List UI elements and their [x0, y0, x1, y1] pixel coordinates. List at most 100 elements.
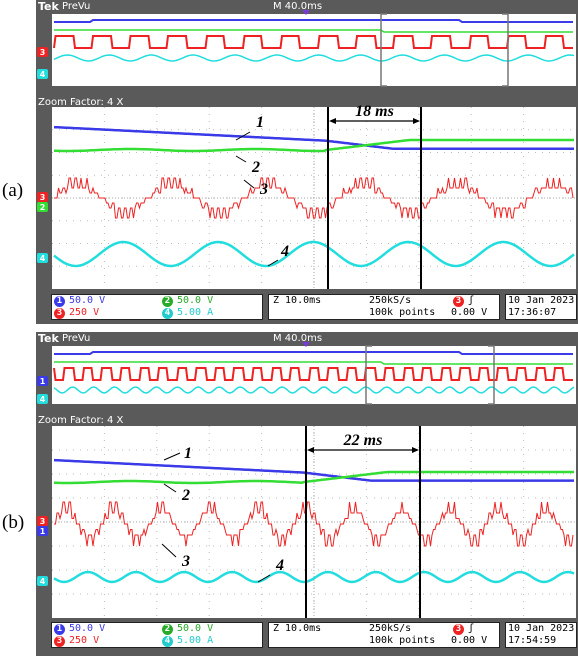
- datetime-box: 10 Jan 2023 17:36:07: [505, 294, 577, 320]
- record-length: 100k points: [369, 635, 436, 646]
- ch4-scale: 5.00 A: [177, 635, 214, 646]
- trigger-position-marker: [302, 10, 310, 15]
- ch1-badge: 1: [54, 296, 65, 307]
- channel-marker-label: 1: [40, 527, 46, 536]
- ch4-preview: [53, 54, 575, 62]
- channel-marker-label: 1: [40, 377, 46, 386]
- ch3-preview: [53, 367, 573, 381]
- main-timebase: M 40.0ms: [273, 1, 323, 12]
- ch4-trace: [53, 570, 575, 584]
- trace-label-leader: [163, 483, 177, 493]
- interval-label: 18 ms: [355, 103, 394, 120]
- sample-rate: 250kS/s: [369, 623, 412, 634]
- trigger-position-marker: [302, 342, 310, 347]
- prevu-label: PreVu: [62, 1, 91, 12]
- ch3-badge: 3: [54, 636, 65, 647]
- trace-label-leader: [267, 259, 279, 267]
- trace-label-leader: [235, 131, 251, 141]
- channel-marker-label: 3: [40, 48, 46, 57]
- zoom-time: Z 10.0ms: [273, 623, 322, 634]
- ch2-trace: [54, 470, 574, 485]
- ch4-scale: 5.00 A: [177, 307, 214, 318]
- ch3-scale: 250 V: [69, 635, 100, 646]
- trigger-channel-badge: 3: [453, 624, 464, 635]
- zoom-window-bracket: [380, 13, 509, 87]
- trace-label-2: 2: [181, 487, 190, 504]
- ch1-scale: 50.0 V: [69, 295, 106, 306]
- channel-marker: [37, 47, 48, 57]
- tek-logo: Tek: [38, 332, 59, 345]
- channel-marker-label: 3: [40, 193, 46, 202]
- channel-marker-label: 2: [40, 203, 46, 212]
- trace-label-leader: [243, 179, 255, 189]
- ch4-badge: 4: [162, 636, 173, 647]
- ch3-preview: [53, 35, 573, 49]
- ch3-badge: 3: [54, 308, 65, 319]
- ch3-trace-group: [54, 501, 574, 547]
- main-timebase: M 40.0ms: [273, 333, 323, 344]
- trace-label-2: 2: [251, 159, 260, 176]
- time: 17:54:59: [508, 635, 557, 646]
- ch1-badge: 1: [54, 624, 65, 635]
- channel-marker: [37, 376, 48, 386]
- ch3-trace-group: [54, 177, 574, 219]
- zoom-window-bracket: [365, 345, 495, 405]
- ch1-trace: [53, 125, 574, 150]
- channel-marker: [37, 69, 48, 79]
- ch2-preview: [54, 29, 573, 33]
- ch2-scale: 50.0 V: [177, 295, 214, 306]
- zoom-time: Z 10.0ms: [273, 295, 322, 306]
- trigger-channel-badge: 3: [453, 296, 464, 307]
- tek-logo: Tek: [38, 0, 59, 13]
- trace-label-4: 4: [280, 243, 289, 260]
- trace-label-4: 4: [275, 557, 284, 574]
- trace-label-leader: [161, 543, 177, 558]
- date: 10 Jan 2023: [508, 623, 575, 634]
- ch4-badge: 4: [162, 308, 173, 319]
- ch3-scale: 250 V: [69, 307, 100, 318]
- channel-marker: [37, 192, 48, 202]
- panel-label-a: (a): [2, 180, 24, 201]
- ch1-preview: [54, 19, 573, 23]
- ch4-preview: [53, 386, 575, 394]
- record-length: 100k points: [369, 307, 436, 318]
- zoom-factor-label: Zoom Factor: 4 X: [38, 97, 124, 108]
- datetime-box: 10 Jan 2023 17:54:59: [505, 622, 577, 648]
- status-footer-b: 1 50.0 V 2 50.0 V 3 250 V 4 5.00 A Z 10.0ms …: [36, 620, 578, 650]
- ch2-badge: 2: [162, 624, 173, 635]
- ch3-trace: [54, 177, 574, 219]
- ch1-preview: [54, 351, 573, 355]
- channel-marker: [37, 394, 48, 404]
- trigger-slope-icon: ʃ: [468, 295, 475, 306]
- panel-label-b: (b): [2, 512, 25, 533]
- trace-label-leader: [235, 155, 247, 163]
- trigger-level: 0.00 V: [451, 635, 488, 646]
- trigger-level: 0.00 V: [451, 307, 488, 318]
- channel-scale-box[interactable]: 1 50.0 V 2 50.0 V 3 250 V 4 5.00 A: [51, 622, 263, 648]
- ch4-trace: [53, 240, 575, 268]
- date: 10 Jan 2023: [508, 295, 575, 306]
- ch1-trace: [53, 458, 574, 482]
- ch2-trace: [54, 138, 574, 153]
- trace-label-1: 1: [184, 445, 192, 462]
- zoom-factor-label: Zoom Factor: 4 X: [38, 415, 124, 426]
- trigger-slope-icon: ʃ: [468, 623, 475, 634]
- trace-label-1: 1: [256, 114, 264, 131]
- channel-marker: [37, 526, 48, 536]
- trace-label-3: 3: [259, 181, 268, 198]
- ch2-scale: 50.0 V: [177, 623, 214, 634]
- channel-marker-label: 4: [40, 70, 46, 79]
- trace-label-leader: [257, 574, 271, 583]
- ch3-trace: [54, 501, 574, 547]
- trace-label-3: 3: [181, 553, 190, 570]
- oscilloscope-screen-a: Tek PreVu M 40.0ms Zoom Factor: 4 X 18 m…: [36, 0, 578, 324]
- time: 17:36:07: [508, 307, 557, 318]
- channel-scale-box[interactable]: 1 50.0 V 2 50.0 V 3 250 V 4 5.00 A: [51, 294, 263, 320]
- channel-marker: [37, 576, 48, 586]
- channel-marker: [37, 253, 48, 263]
- prevu-label: PreVu: [62, 333, 91, 344]
